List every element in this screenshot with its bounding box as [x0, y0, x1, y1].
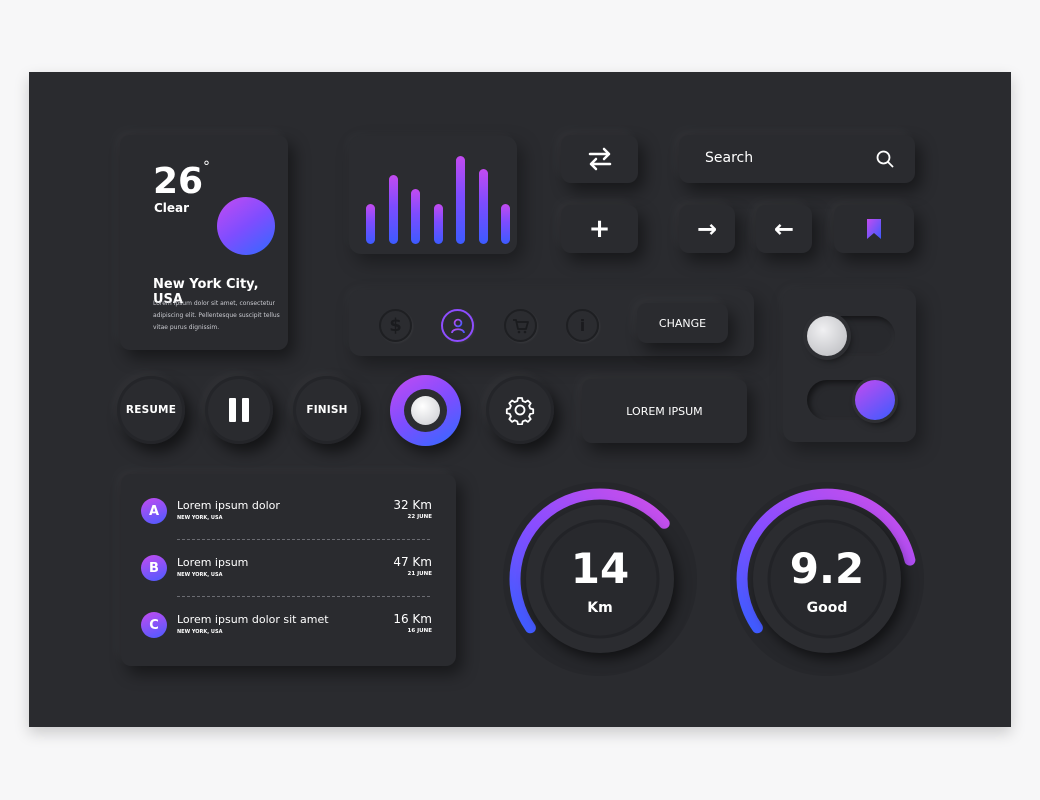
list-badge: B	[141, 555, 167, 581]
bookmark-icon	[867, 219, 881, 239]
list-divider	[177, 539, 430, 540]
cart-icon[interactable]	[504, 309, 537, 342]
equalizer-card	[349, 136, 517, 254]
quality-gauge: 9.2 Good	[724, 472, 934, 682]
finish-button[interactable]: FINISH	[293, 376, 361, 444]
equalizer-bars	[366, 156, 510, 244]
weather-description-1: Lorem ipsum dolor sit amet, consectetur	[153, 300, 276, 307]
search-bar[interactable]: Search	[679, 135, 915, 183]
search-placeholder: Search	[705, 150, 754, 166]
distance-unit: Km	[587, 600, 613, 616]
weather-description-3: vitae purus dignissim.	[153, 324, 220, 331]
equalizer-bar	[411, 189, 420, 244]
quality-value: 9.2	[789, 544, 865, 593]
record-dot	[411, 396, 440, 425]
pause-icon	[229, 398, 249, 422]
record-inner-ring	[404, 389, 447, 432]
list-distance: 16 Km	[393, 612, 432, 626]
list-date: 22 JUNE	[407, 514, 432, 520]
list-date: 16 JUNE	[407, 628, 432, 634]
dashboard-panel: 26 ° Clear New York City, USA Lorem ipsu…	[29, 72, 1011, 727]
list-item[interactable]: A Lorem ipsum dolor NEW YORK, USA 32 Km …	[141, 496, 432, 530]
user-icon[interactable]	[441, 309, 474, 342]
search-icon[interactable]	[875, 149, 895, 169]
toggles-card	[783, 289, 916, 442]
info-glyph: i	[579, 316, 586, 335]
temperature-value: 26	[153, 161, 204, 202]
plus-icon: +	[588, 214, 611, 244]
change-label: CHANGE	[658, 316, 707, 330]
list-subtitle: NEW YORK, USA	[177, 629, 223, 635]
arrow-right-icon: →	[696, 215, 718, 243]
resume-label: RESUME	[125, 404, 177, 416]
dollar-icon[interactable]: $	[379, 309, 412, 342]
degree-symbol: °	[203, 159, 210, 175]
list-subtitle: NEW YORK, USA	[177, 515, 223, 521]
settings-button[interactable]	[486, 376, 554, 444]
list-distance: 32 Km	[393, 498, 432, 512]
equalizer-bar	[501, 204, 510, 244]
quality-gauge-arc	[736, 488, 916, 634]
weather-card: 26 ° Clear New York City, USA Lorem ipsu…	[120, 135, 288, 350]
arrow-right-button[interactable]: →	[679, 205, 735, 253]
weather-description-2: adipiscing elit. Pellentesque suscipit t…	[153, 312, 280, 319]
pause-button[interactable]	[205, 376, 273, 444]
dollar-glyph: $	[389, 315, 402, 336]
trip-list-card: A Lorem ipsum dolor NEW YORK, USA 32 Km …	[121, 474, 456, 666]
finish-label: FINISH	[306, 404, 348, 416]
distance-gauge-arc	[509, 488, 670, 634]
equalizer-bar	[433, 204, 443, 244]
list-divider	[177, 596, 430, 597]
bookmark-button[interactable]	[834, 205, 914, 253]
quality-gauge-graphic	[730, 482, 924, 676]
list-subtitle: NEW YORK, USA	[177, 572, 223, 578]
swap-arrows-icon	[588, 147, 611, 171]
distance-gauge-graphic	[503, 482, 697, 676]
equalizer-bar	[366, 204, 375, 244]
lorem-ipsum-button[interactable]: LOREM IPSUM	[582, 379, 747, 443]
equalizer-bar	[478, 169, 488, 244]
equalizer-bar	[388, 175, 398, 244]
toggle-on[interactable]	[807, 380, 895, 420]
cart-glyph	[512, 318, 529, 333]
distance-gauge: 14 Km	[497, 472, 707, 682]
arrow-left-button[interactable]: ←	[756, 205, 812, 253]
lorem-ipsum-label: LOREM IPSUM	[626, 404, 703, 418]
toggle-off[interactable]	[807, 316, 895, 356]
list-title: Lorem ipsum	[177, 556, 249, 569]
arrow-left-icon: ←	[773, 215, 795, 243]
list-item[interactable]: C Lorem ipsum dolor sit amet NEW YORK, U…	[141, 610, 432, 644]
record-button[interactable]	[390, 375, 461, 446]
icon-bar: $ i	[349, 290, 754, 356]
swap-button[interactable]	[561, 135, 638, 183]
list-item[interactable]: B Lorem ipsum NEW YORK, USA 47 Km 21 JUN…	[141, 553, 432, 587]
add-button[interactable]: +	[561, 205, 638, 253]
info-icon[interactable]: i	[566, 309, 599, 342]
equalizer-bar	[456, 156, 465, 244]
resume-button[interactable]: RESUME	[117, 376, 185, 444]
list-title: Lorem ipsum dolor	[177, 499, 280, 512]
user-glyph	[450, 318, 465, 333]
toggle-off-knob	[807, 316, 847, 356]
list-title: Lorem ipsum dolor sit amet	[177, 613, 329, 626]
city-name: New York City, USA	[153, 277, 259, 307]
list-distance: 47 Km	[393, 555, 432, 569]
weather-sun-icon	[217, 197, 275, 255]
toggle-on-knob	[855, 380, 895, 420]
list-badge: C	[141, 612, 167, 638]
weather-condition: Clear	[154, 201, 190, 215]
distance-value: 14	[570, 544, 630, 593]
list-date: 21 JUNE	[407, 571, 432, 577]
gear-icon	[505, 397, 535, 425]
list-badge: A	[141, 498, 167, 524]
quality-unit: Good	[806, 600, 848, 616]
change-button[interactable]: CHANGE	[637, 303, 728, 343]
